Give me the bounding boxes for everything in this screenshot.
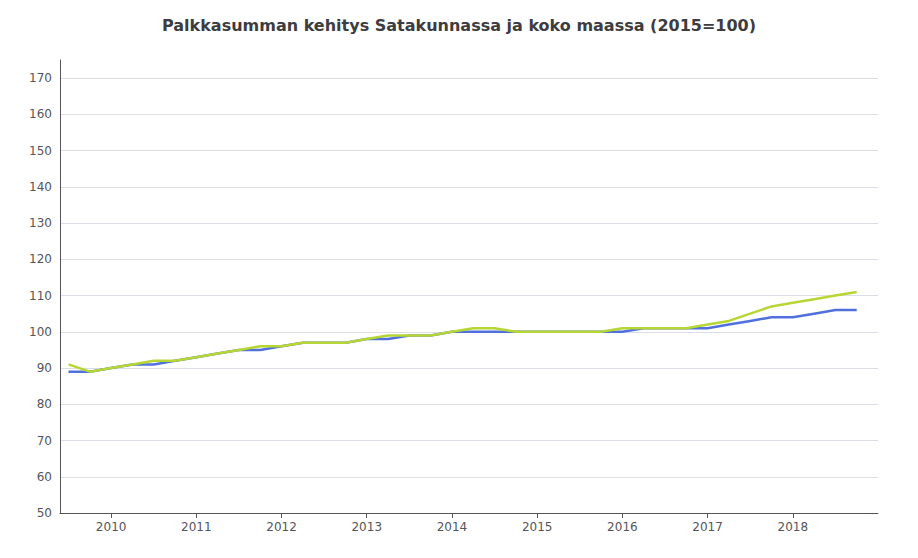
svg-text:80: 80 bbox=[37, 397, 52, 411]
svg-text:2017: 2017 bbox=[692, 520, 723, 534]
svg-text:2018: 2018 bbox=[778, 520, 809, 534]
svg-text:110: 110 bbox=[29, 289, 52, 303]
svg-text:160: 160 bbox=[29, 107, 52, 121]
svg-text:2010: 2010 bbox=[96, 520, 127, 534]
svg-text:2012: 2012 bbox=[266, 520, 297, 534]
svg-text:140: 140 bbox=[29, 180, 52, 194]
svg-text:120: 120 bbox=[29, 252, 52, 266]
svg-text:2013: 2013 bbox=[351, 520, 382, 534]
svg-text:60: 60 bbox=[37, 470, 52, 484]
svg-text:70: 70 bbox=[37, 434, 52, 448]
svg-text:50: 50 bbox=[37, 506, 52, 520]
svg-text:150: 150 bbox=[29, 144, 52, 158]
svg-text:2014: 2014 bbox=[437, 520, 468, 534]
svg-text:170: 170 bbox=[29, 71, 52, 85]
svg-text:130: 130 bbox=[29, 216, 52, 230]
svg-text:100: 100 bbox=[29, 325, 52, 339]
svg-text:2011: 2011 bbox=[181, 520, 212, 534]
svg-text:2016: 2016 bbox=[607, 520, 638, 534]
svg-text:2015: 2015 bbox=[522, 520, 553, 534]
svg-text:90: 90 bbox=[37, 361, 52, 375]
svg-text:Palkkasumman kehitys Satakunna: Palkkasumman kehitys Satakunnassa ja kok… bbox=[162, 16, 756, 35]
